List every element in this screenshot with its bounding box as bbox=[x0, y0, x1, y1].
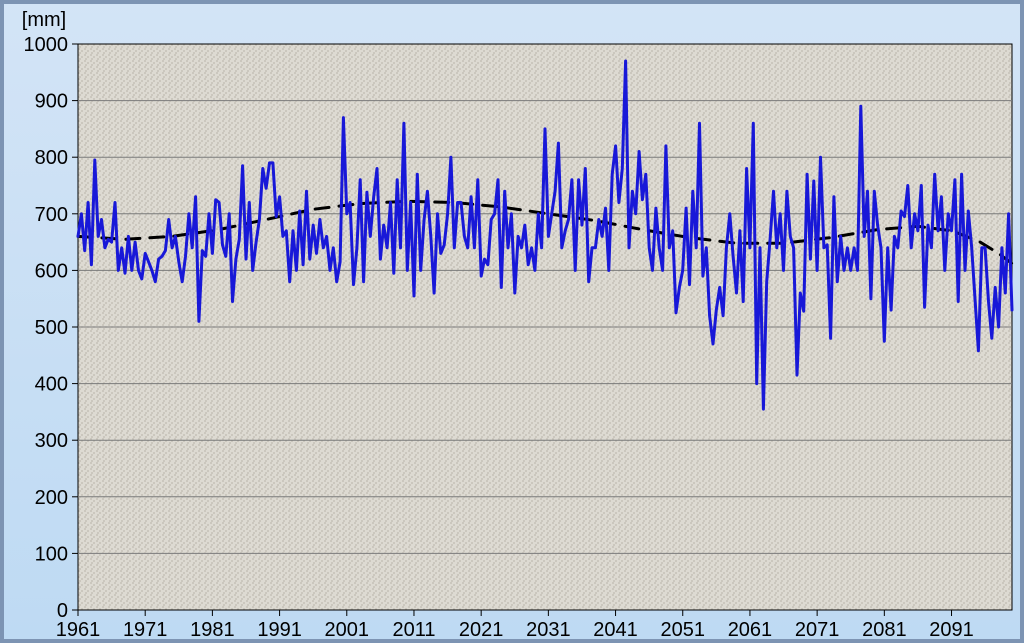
x-tick-label: 2021 bbox=[459, 619, 504, 641]
x-tick-label: 1991 bbox=[257, 619, 302, 641]
y-tick-label: 200 bbox=[35, 487, 68, 509]
precipitation-chart: 01002003004005006007008009001000 1961197… bbox=[0, 0, 1024, 643]
x-tick-label: 2041 bbox=[593, 619, 638, 641]
y-tick-label: 1000 bbox=[24, 34, 69, 56]
y-tick-label: 700 bbox=[35, 204, 68, 226]
x-tick-label: 2011 bbox=[392, 619, 435, 641]
y-axis-title: [mm] bbox=[22, 9, 66, 31]
y-tick-label: 800 bbox=[35, 147, 68, 169]
x-tick-label: 2081 bbox=[862, 619, 907, 641]
x-tick-label: 2071 bbox=[795, 619, 840, 641]
x-tick-label: 2031 bbox=[526, 619, 571, 641]
x-tick-label: 1971 bbox=[123, 619, 168, 641]
x-tick-label: 2091 bbox=[929, 619, 974, 641]
x-tick-label: 1961 bbox=[56, 619, 101, 641]
x-tick-label: 2061 bbox=[728, 619, 773, 641]
y-tick-label: 300 bbox=[35, 430, 68, 452]
y-tick-label: 900 bbox=[35, 91, 68, 113]
y-tick-label: 100 bbox=[35, 543, 68, 565]
x-tick-label: 2001 bbox=[325, 619, 370, 641]
y-tick-label: 500 bbox=[35, 317, 68, 339]
y-tick-label: 600 bbox=[35, 260, 68, 282]
chart-frame: 01002003004005006007008009001000 1961197… bbox=[0, 0, 1024, 643]
x-tick-label: 1981 bbox=[190, 619, 235, 641]
y-tick-label: 400 bbox=[35, 374, 68, 396]
x-tick-label: 2051 bbox=[660, 619, 705, 641]
